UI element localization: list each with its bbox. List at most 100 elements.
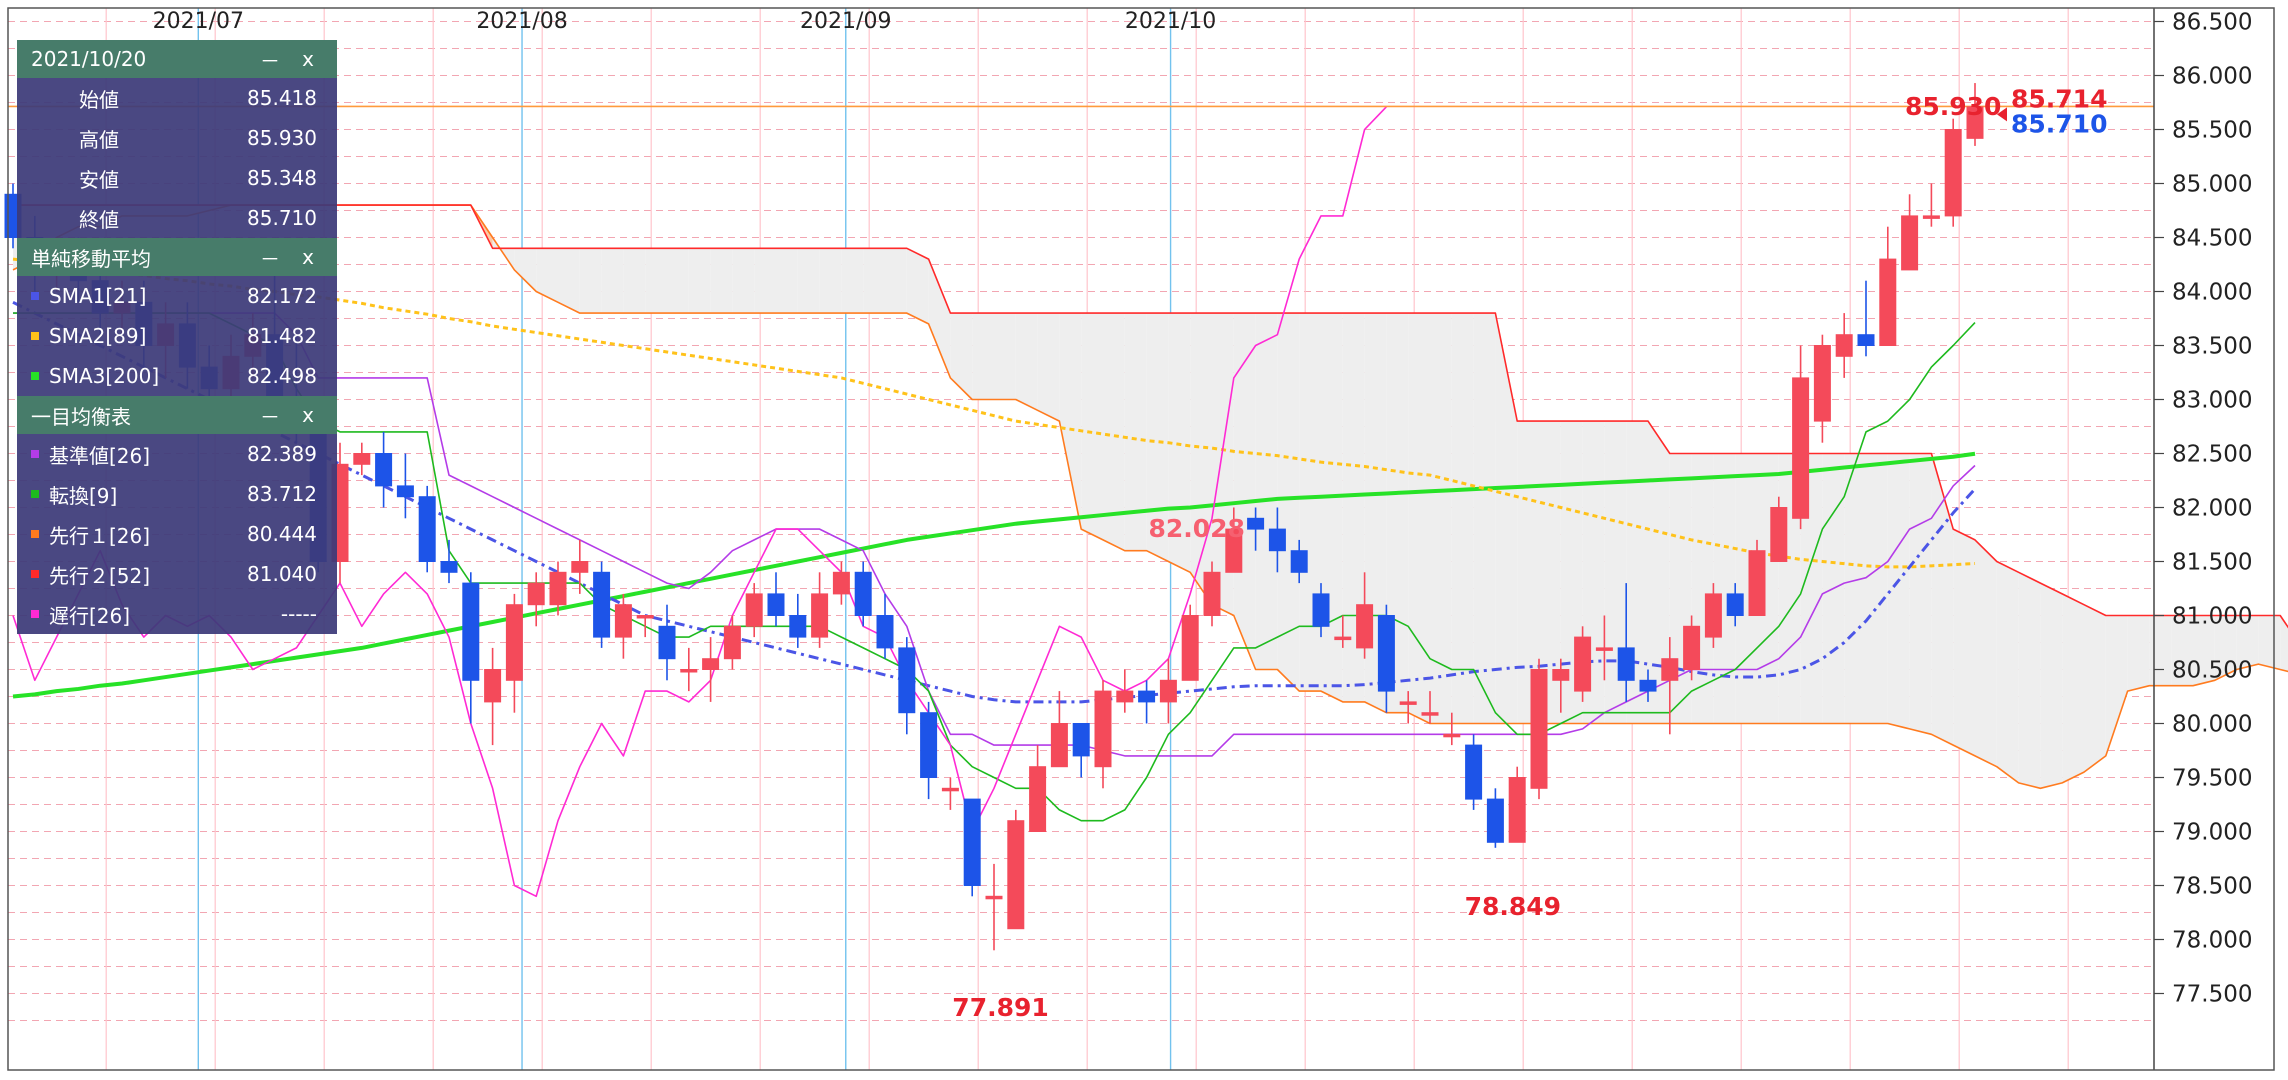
candle-body (440, 561, 458, 573)
ichimoku-value: 81.040 (247, 562, 317, 586)
candle-body (1530, 669, 1548, 789)
ichimoku-cloud-segment (1451, 313, 1474, 724)
candle-body (1138, 690, 1156, 703)
close-button[interactable]: x (302, 47, 314, 71)
candle-body (1268, 528, 1286, 552)
candle-body (1443, 733, 1461, 738)
legend-swatch (31, 332, 39, 340)
legend-swatch (31, 570, 39, 578)
candle-body (1181, 615, 1199, 681)
y-tick-label: 86.000 (2172, 64, 2252, 90)
chart-frame (7, 7, 2275, 1071)
y-tick-label: 82.000 (2172, 496, 2252, 522)
candle-body (985, 895, 1003, 900)
candle-body (1704, 593, 1722, 638)
candle-body (876, 615, 894, 649)
candle-body (658, 625, 676, 660)
ohlc-row-open: 始値 85.418 (17, 78, 337, 118)
candle-body (941, 787, 959, 792)
ichimoku-cloud-segment (710, 248, 733, 314)
ichimoku-cloud-segment (1909, 453, 1932, 735)
sma-label: SMA1[21] (49, 284, 147, 308)
candle-body (1552, 669, 1570, 681)
ichimoku-value: 80.444 (247, 522, 317, 546)
candle-body (1508, 777, 1526, 843)
candle-body (1247, 517, 1265, 530)
candle-body (1835, 334, 1853, 357)
y-tick-label: 80.500 (2172, 658, 2252, 684)
candle-body (1792, 377, 1810, 519)
ohlc-panel-title: 2021/10/20 (31, 47, 147, 71)
candle-body (1966, 106, 1984, 139)
minimize-button[interactable]: － (260, 48, 280, 73)
candle-body (1050, 723, 1068, 768)
y-tick-label: 85.000 (2172, 172, 2252, 198)
ichimoku-cloud-segment (1015, 313, 1038, 411)
ichimoku-cloud-segment (1495, 313, 1518, 724)
candle-body (1159, 679, 1177, 703)
ichimoku-cloud-segment (1277, 313, 1300, 692)
candle-body (920, 712, 938, 779)
sma-label: SMA2[89] (49, 324, 147, 348)
candle-body (745, 593, 763, 627)
candle-body (898, 647, 916, 714)
minimize-button[interactable]: － (260, 246, 280, 271)
ichimoku-cloud-segment (1321, 313, 1343, 702)
ichimoku-cloud-segment (2149, 615, 2172, 686)
senkou-span-2-line (13, 204, 2288, 629)
candle-body (1007, 820, 1025, 930)
y-tick-label: 77.500 (2172, 982, 2252, 1008)
ichimoku-cloud-segment (1691, 453, 1714, 724)
ichimoku-cloud-segment (906, 248, 929, 324)
y-tick-label: 84.500 (2172, 226, 2252, 252)
y-tick-label: 81.500 (2172, 550, 2252, 576)
ichimoku-cloud-segment (1081, 313, 1103, 540)
candle-body (723, 625, 741, 660)
ichimoku-cloud-segment (1539, 421, 1561, 724)
ichimoku-cloud-segment (1190, 313, 1212, 605)
candle-body (1726, 593, 1744, 617)
ichimoku-value: 83.712 (247, 482, 317, 506)
ichimoku-cloud-segment (1037, 313, 1060, 422)
candle-body (1901, 215, 1919, 271)
legend-swatch (31, 490, 39, 498)
y-tick-label: 85.500 (2172, 118, 2252, 144)
minimize-button[interactable]: － (260, 404, 280, 429)
candle-body (1377, 615, 1395, 692)
ichimoku-cloud-segment (1735, 453, 1757, 724)
ichimoku-cloud-segment (558, 248, 580, 314)
y-tick-label: 82.500 (2172, 442, 2252, 468)
y-tick-label: 80.000 (2172, 712, 2252, 738)
ichimoku-label: 遅行[26] (49, 603, 131, 628)
ichimoku-cloud-segment (1931, 453, 1954, 746)
candle-body (1399, 701, 1417, 705)
legend-swatch (31, 610, 39, 618)
ichimoku-cloud-segment (667, 248, 689, 314)
legend-swatch (31, 372, 39, 380)
ichimoku-cloud-segment (2236, 615, 2259, 670)
ichimoku-cloud-segment (1887, 453, 1910, 729)
y-tick-label: 79.000 (2172, 820, 2252, 846)
candle-body (702, 658, 720, 671)
candle-body (1661, 658, 1679, 681)
ohlc-row-low: 安値 85.348 (17, 158, 337, 198)
candle-body (1857, 334, 1875, 347)
close-button[interactable]: x (302, 245, 314, 269)
close-button[interactable]: x (302, 403, 314, 427)
y-tick-label: 84.000 (2172, 280, 2252, 306)
ichimoku-cloud-segment (1517, 421, 1539, 724)
candle-body (1072, 723, 1090, 757)
ichimoku-cloud-segment (732, 248, 755, 314)
candle-body (484, 669, 502, 703)
candle-body (789, 615, 807, 638)
candle-body (593, 571, 611, 638)
ichimoku-cloud-segment (928, 259, 951, 378)
ichimoku-cloud-segment (797, 248, 820, 314)
candle-body (1465, 744, 1483, 800)
candle-body (1225, 528, 1243, 573)
candle-body (375, 453, 393, 487)
candle-body (1813, 345, 1831, 422)
low-value-label: 78.849 (1465, 892, 1561, 921)
